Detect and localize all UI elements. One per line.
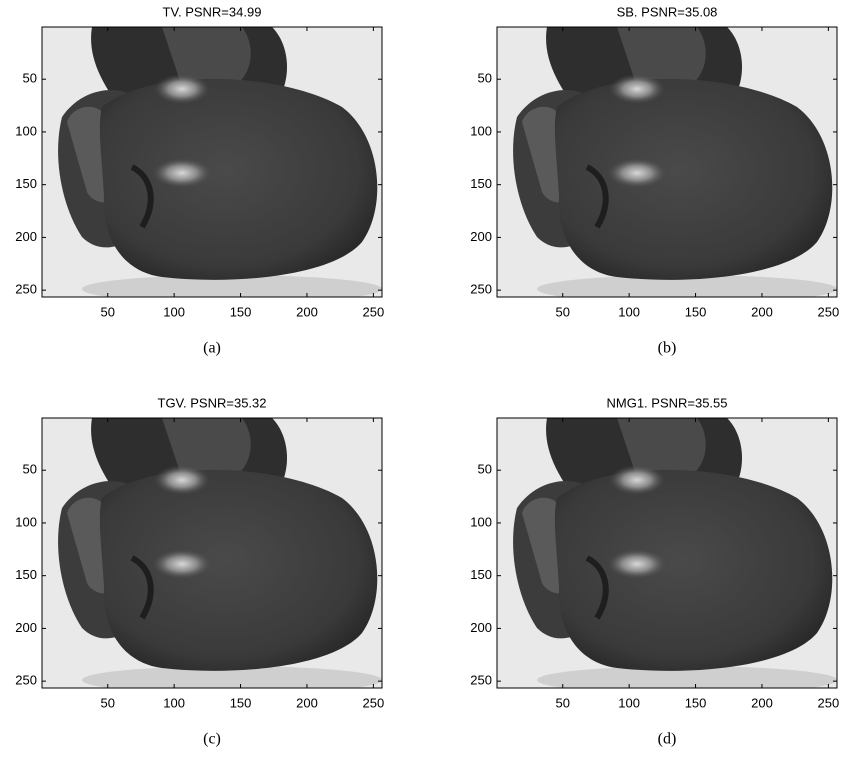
y-tick-label: 50 <box>478 71 492 86</box>
panel-title: TV. PSNR=34.99 <box>163 4 262 19</box>
y-tick-label: 250 <box>470 673 492 688</box>
image <box>42 27 382 303</box>
image <box>497 418 837 694</box>
page: TV. PSNR=34.99 (a) 50 100 150 200 250 50 100 150 2… <box>0 0 855 757</box>
panel-title: TGV. PSNR=35.32 <box>158 395 267 410</box>
x-tick-label: 100 <box>618 304 640 319</box>
x-tick-label: 100 <box>618 695 640 710</box>
x-tick-label: 250 <box>363 695 385 710</box>
x-tick-label: 50 <box>556 304 570 319</box>
image <box>42 418 382 694</box>
figure: TV. PSNR=34.99 (a) 50 100 150 200 250 50 100 150 2… <box>0 0 855 757</box>
x-tick-label: 50 <box>101 695 115 710</box>
image <box>497 27 837 303</box>
x-tick-label: 250 <box>363 304 385 319</box>
panel: SB. PSNR=35.08 (b) 50 100 150 200 250 50 100 150 2… <box>470 4 839 356</box>
y-tick-label: 250 <box>470 282 492 297</box>
x-tick-label: 50 <box>556 695 570 710</box>
x-tick-label: 200 <box>296 695 318 710</box>
x-tick-label: 150 <box>685 304 707 319</box>
x-tick-label: 100 <box>163 304 185 319</box>
caption: (c) <box>203 731 221 748</box>
y-tick-label: 250 <box>15 282 37 297</box>
x-tick-label: 200 <box>751 304 773 319</box>
y-tick-label: 200 <box>470 229 492 244</box>
y-tick-label: 100 <box>470 123 492 138</box>
x-tick-label: 100 <box>163 695 185 710</box>
y-tick-label: 50 <box>478 462 492 477</box>
y-tick-label: 200 <box>15 229 37 244</box>
y-tick-label: 100 <box>15 514 37 529</box>
y-tick-label: 200 <box>470 620 492 635</box>
y-tick-label: 50 <box>23 462 37 477</box>
y-tick-label: 100 <box>15 123 37 138</box>
x-tick-label: 150 <box>230 695 252 710</box>
y-tick-label: 150 <box>470 567 492 582</box>
y-tick-label: 100 <box>470 514 492 529</box>
x-tick-label: 150 <box>685 695 707 710</box>
panel: NMG1. PSNR=35.55 (d) 50 100 150 200 250 50 100 15… <box>470 395 839 747</box>
x-tick-label: 50 <box>101 304 115 319</box>
y-tick-label: 150 <box>15 567 37 582</box>
y-tick-label: 200 <box>15 620 37 635</box>
x-tick-label: 250 <box>818 695 840 710</box>
x-tick-label: 250 <box>818 304 840 319</box>
caption: (d) <box>658 731 677 748</box>
y-tick-label: 150 <box>15 176 37 191</box>
y-tick-label: 150 <box>470 176 492 191</box>
y-tick-label: 250 <box>15 673 37 688</box>
x-tick-label: 150 <box>230 304 252 319</box>
caption: (b) <box>658 340 677 357</box>
panel-title: SB. PSNR=35.08 <box>617 4 718 19</box>
caption: (a) <box>203 340 221 357</box>
x-tick-label: 200 <box>296 304 318 319</box>
panel-title: NMG1. PSNR=35.55 <box>606 395 727 410</box>
panel: TV. PSNR=34.99 (a) 50 100 150 200 250 50 100 150 2… <box>15 4 384 356</box>
y-tick-label: 50 <box>23 71 37 86</box>
x-tick-label: 200 <box>751 695 773 710</box>
panel: TGV. PSNR=35.32 (c) 50 100 150 200 250 50 100 150… <box>15 395 384 747</box>
